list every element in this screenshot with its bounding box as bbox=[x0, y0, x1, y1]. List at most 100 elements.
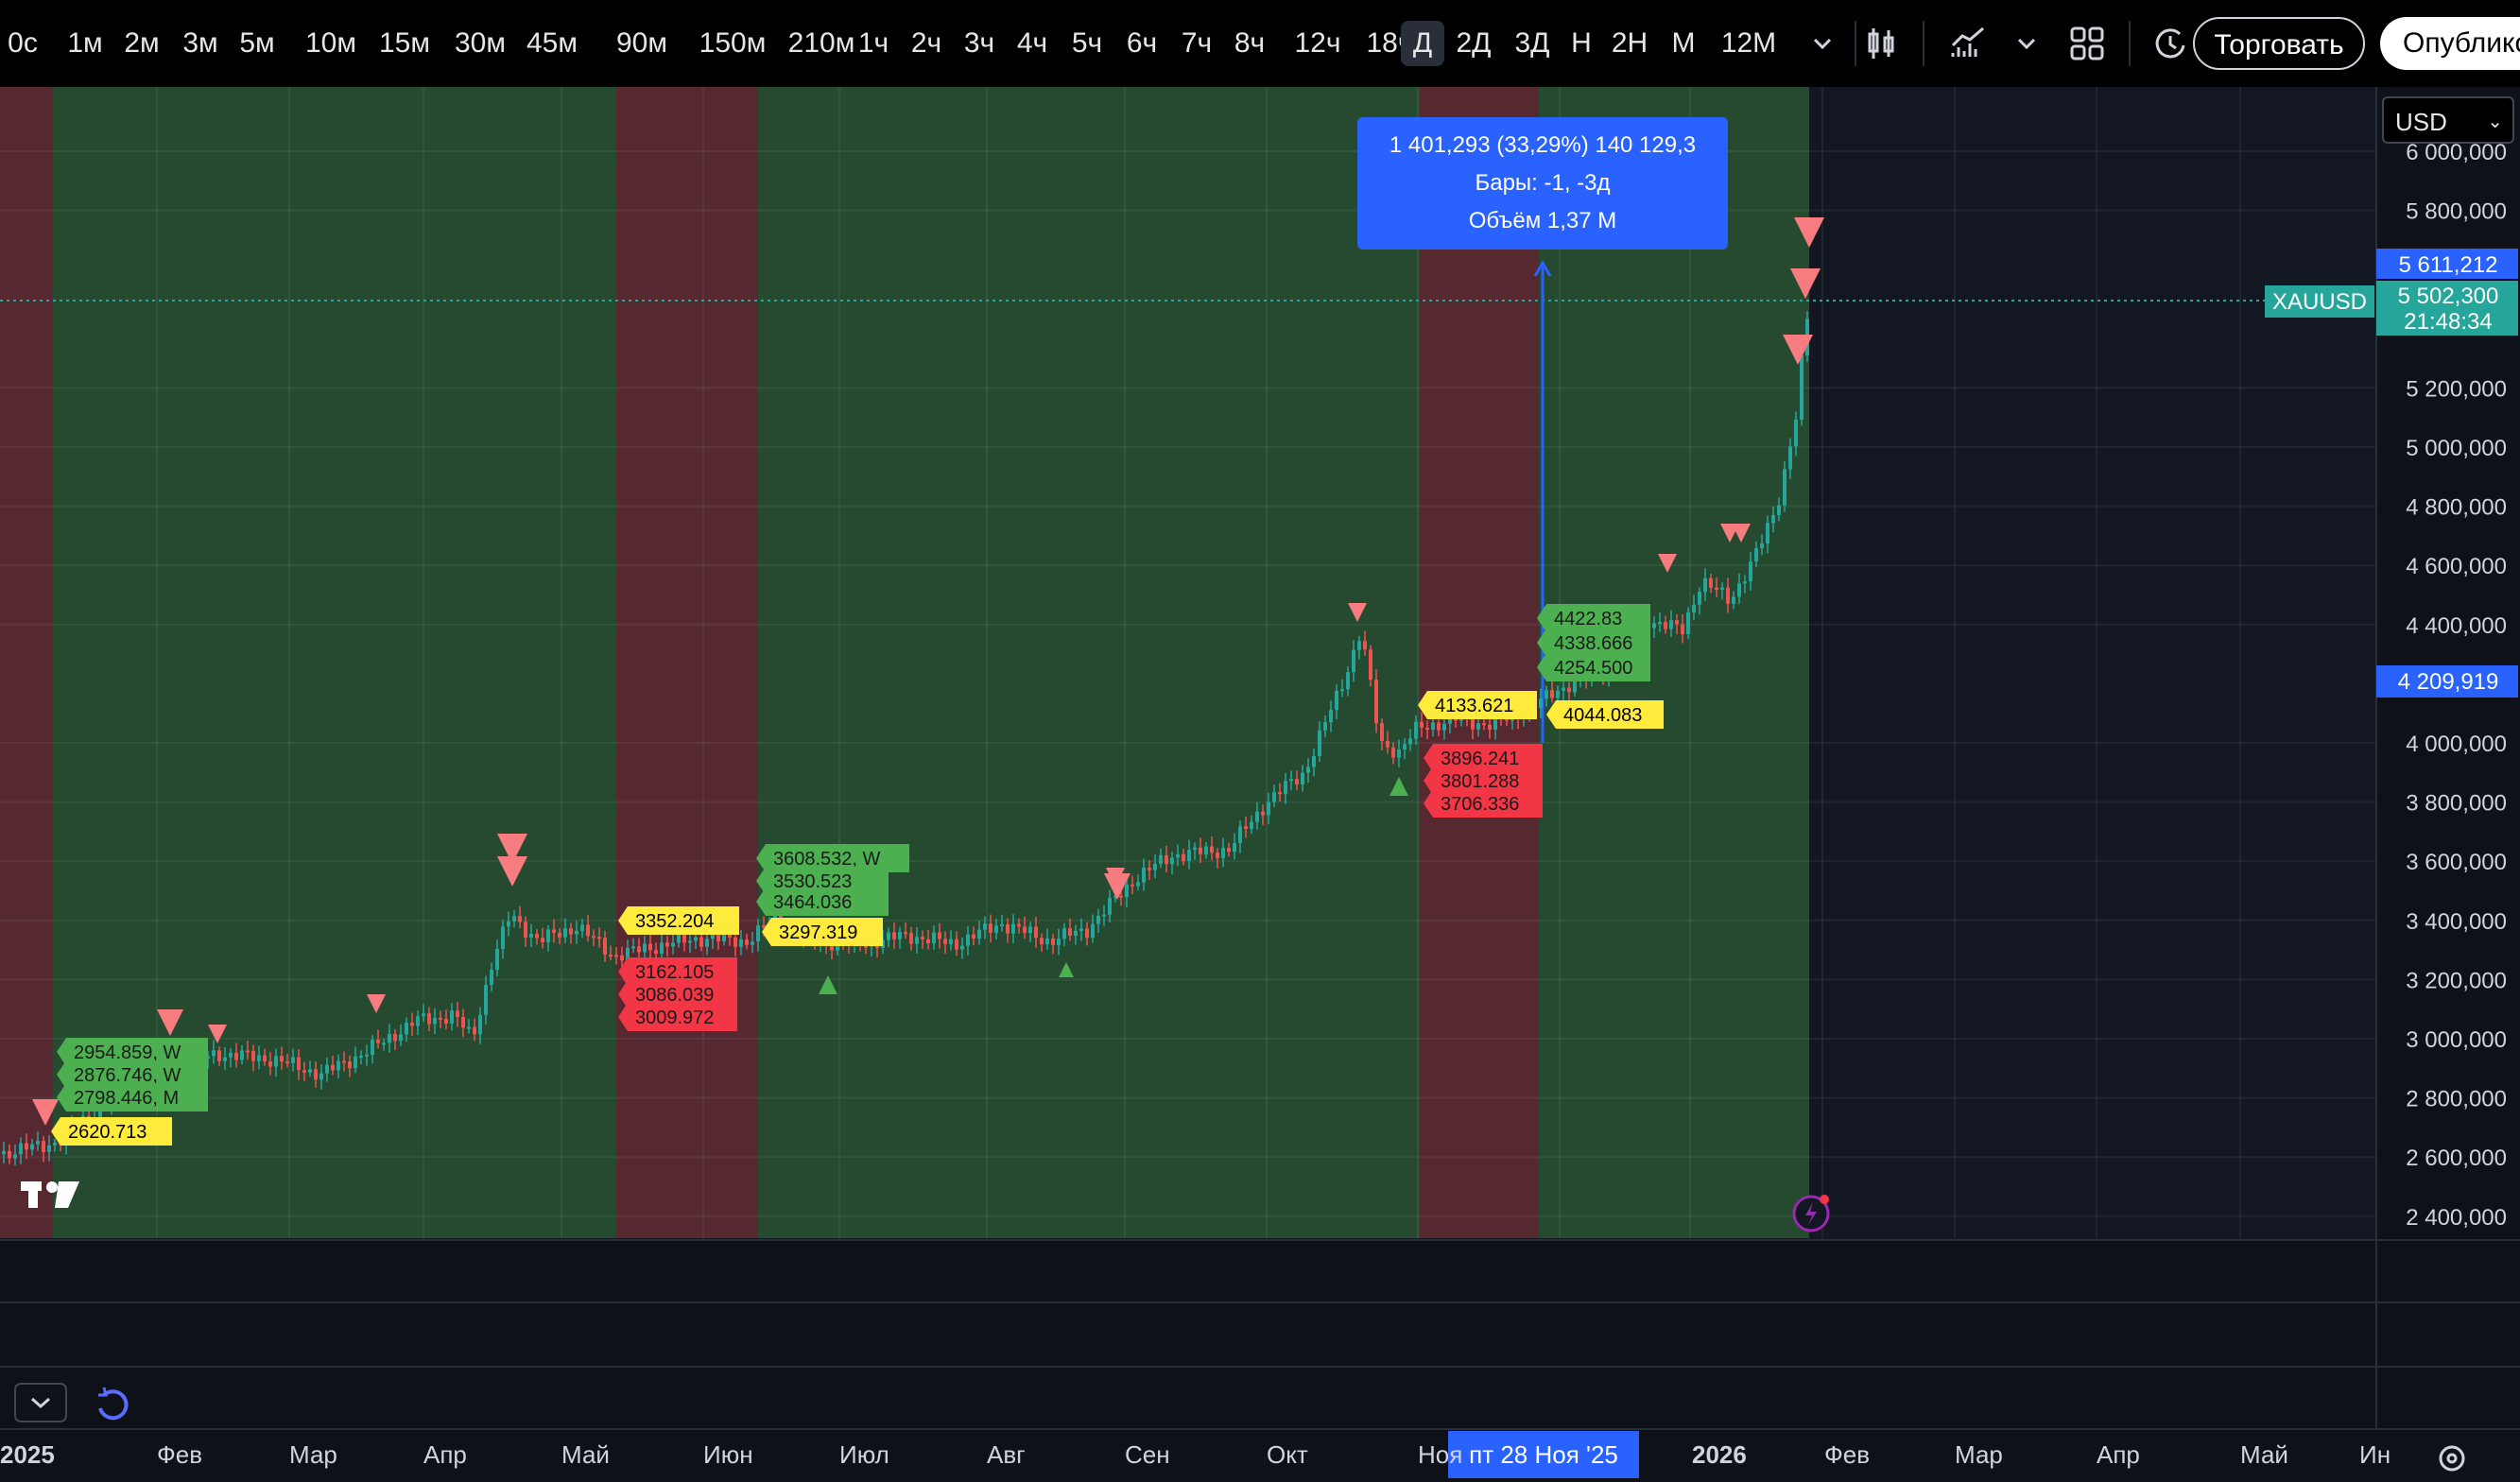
timeframe-5[interactable]: 5м bbox=[239, 27, 275, 59]
candle bbox=[1284, 781, 1287, 795]
candle bbox=[1238, 826, 1242, 844]
timeframe-19[interactable]: 7ч bbox=[1181, 27, 1213, 59]
candle bbox=[1471, 716, 1475, 730]
timeframe-11[interactable]: 150м bbox=[699, 27, 767, 59]
timeframe-28[interactable]: М bbox=[1671, 27, 1696, 59]
candle bbox=[1295, 779, 1299, 784]
candle bbox=[1754, 548, 1758, 562]
timeframe-15[interactable]: 3ч bbox=[963, 27, 995, 59]
candle bbox=[626, 947, 630, 961]
candles-icon[interactable] bbox=[1862, 25, 1900, 62]
level-tag-text: 4254.500 bbox=[1554, 658, 1632, 679]
candle bbox=[1340, 689, 1344, 692]
timeframe-10[interactable]: 90м bbox=[616, 27, 667, 59]
candle bbox=[348, 1061, 352, 1069]
candle bbox=[1165, 855, 1168, 865]
candle bbox=[1766, 523, 1769, 544]
layout-icon[interactable] bbox=[2068, 25, 2106, 62]
timeframe-9[interactable]: 45м bbox=[526, 27, 578, 59]
level-tag-text: 3009.972 bbox=[635, 1008, 714, 1028]
timeframe-26[interactable]: Н bbox=[1571, 27, 1592, 59]
candle bbox=[1312, 755, 1316, 767]
candle bbox=[1686, 612, 1690, 635]
price-axis[interactable] bbox=[2376, 87, 2520, 1240]
time-label: Ин bbox=[2359, 1440, 2391, 1469]
candle bbox=[915, 937, 919, 944]
level-tag-text: 3801.288 bbox=[1441, 771, 1519, 792]
timeframe-23[interactable]: Д bbox=[1401, 21, 1444, 66]
price-tick: 4 600,000 bbox=[2406, 554, 2507, 579]
level-tag: 3706.336 bbox=[1424, 789, 1543, 818]
level-tag-text: 2620.713 bbox=[68, 1122, 147, 1143]
sell-marker bbox=[32, 1099, 59, 1126]
timeframe-25[interactable]: 3Д bbox=[1514, 27, 1550, 59]
replay-icon[interactable] bbox=[2151, 25, 2189, 62]
candle bbox=[524, 922, 527, 938]
candle bbox=[223, 1057, 227, 1061]
timeframe-17[interactable]: 5ч bbox=[1071, 27, 1103, 59]
candle bbox=[966, 934, 970, 946]
sell-marker bbox=[1104, 873, 1131, 900]
indicators-icon[interactable] bbox=[1949, 25, 1987, 62]
candle bbox=[728, 933, 732, 938]
timeframe-8[interactable]: 30м bbox=[455, 27, 506, 59]
level-tag-text: 3896.241 bbox=[1441, 749, 1519, 769]
publish-button[interactable]: Опублико bbox=[2380, 17, 2520, 70]
level-tag-text: 3297.319 bbox=[779, 922, 857, 943]
candle bbox=[507, 921, 510, 927]
refresh-icon[interactable] bbox=[98, 1387, 129, 1421]
candle bbox=[688, 940, 692, 943]
price-tick: 4 400,000 bbox=[2406, 613, 2507, 639]
timeframe-1[interactable]: 0с bbox=[8, 27, 38, 59]
candle bbox=[1539, 698, 1543, 709]
level-tag: 3086.039 bbox=[618, 980, 737, 1008]
timeframe-27[interactable]: 2Н bbox=[1611, 27, 1648, 59]
timeframe-6[interactable]: 10м bbox=[305, 27, 356, 59]
candle bbox=[1726, 587, 1730, 604]
timeframe-21[interactable]: 12ч bbox=[1294, 27, 1341, 59]
trade-button[interactable]: Торговать bbox=[2193, 17, 2365, 70]
sell-marker bbox=[208, 1025, 227, 1043]
currency-select[interactable]: USD ⌄ bbox=[2382, 96, 2514, 144]
chevron-down-icon[interactable] bbox=[2008, 25, 2045, 62]
chevron-down-icon[interactable] bbox=[1804, 25, 1841, 62]
candle bbox=[864, 945, 868, 948]
level-tag: 4133.621 bbox=[1418, 691, 1537, 719]
candle bbox=[751, 941, 754, 945]
candle bbox=[1193, 847, 1197, 851]
timeframe-4[interactable]: 3м bbox=[182, 27, 218, 59]
candle bbox=[1233, 843, 1236, 853]
level-tag: 2620.713 bbox=[51, 1117, 172, 1146]
candle bbox=[371, 1040, 374, 1055]
time-axis[interactable]: 2025 Фев Мар Апр Май Июн Июл Авг Сен Окт Ноя 2026 Фе… bbox=[0, 1440, 2391, 1469]
toolbar-divider bbox=[2129, 21, 2131, 66]
timeframe-12[interactable]: 210м bbox=[787, 27, 855, 59]
price-label-high-text: 5 611,212 bbox=[2399, 252, 2498, 278]
level-tag: 4338.666 bbox=[1537, 629, 1650, 657]
candle bbox=[416, 1016, 420, 1026]
candle bbox=[1125, 884, 1129, 898]
level-tag-text: 2954.859, W bbox=[74, 1043, 181, 1063]
timeframe-18[interactable]: 6ч bbox=[1126, 27, 1158, 59]
settings-icon[interactable] bbox=[2439, 1445, 2465, 1472]
timeframe-7[interactable]: 15м bbox=[379, 27, 430, 59]
timeframe-13[interactable]: 1ч bbox=[857, 27, 889, 59]
candle bbox=[1562, 687, 1565, 691]
timeframe-2[interactable]: 1м bbox=[67, 27, 103, 59]
candle bbox=[229, 1052, 233, 1058]
timeframe-24[interactable]: 2Д bbox=[1456, 27, 1492, 59]
candle bbox=[972, 934, 975, 939]
candle bbox=[1028, 926, 1032, 934]
timeframe-14[interactable]: 2ч bbox=[910, 27, 942, 59]
candle bbox=[1346, 672, 1350, 690]
buy-marker bbox=[1389, 777, 1408, 796]
timeframe-16[interactable]: 4ч bbox=[1016, 27, 1048, 59]
collapse-panel-button[interactable] bbox=[14, 1383, 67, 1422]
lightning-icon[interactable] bbox=[1792, 1195, 1830, 1232]
candle bbox=[1386, 740, 1389, 748]
candle bbox=[1057, 939, 1061, 945]
timeframe-29[interactable]: 12М bbox=[1720, 27, 1777, 59]
timeframe-3[interactable]: 2м bbox=[124, 27, 160, 59]
timeframe-20[interactable]: 8ч bbox=[1234, 27, 1266, 59]
